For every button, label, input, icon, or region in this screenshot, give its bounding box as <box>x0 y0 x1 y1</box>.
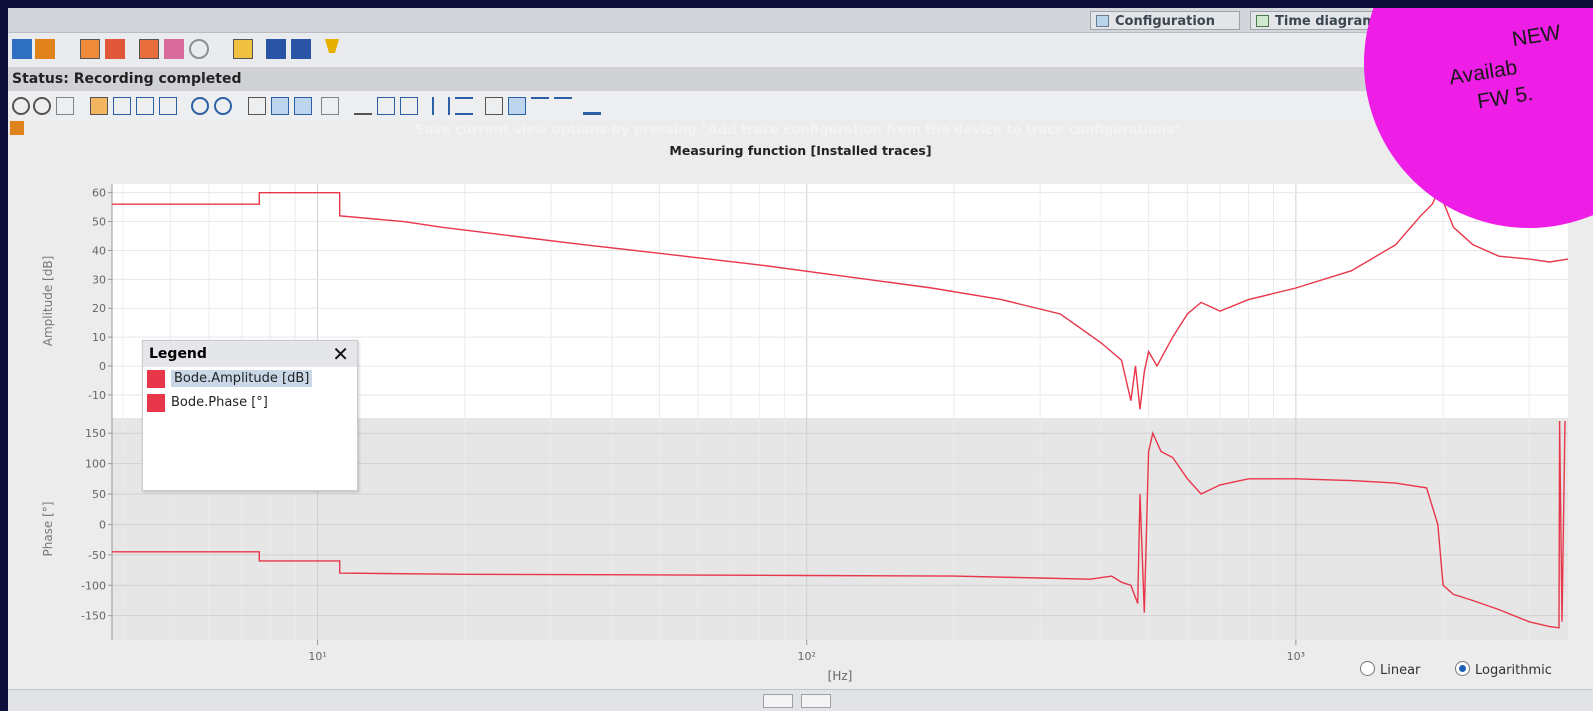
linear-label: Linear <box>1380 663 1421 678</box>
x-axis-label: [Hz] <box>828 669 853 683</box>
view-tab-bar: Configuration Time diagram <box>8 8 1593 33</box>
forward-icon[interactable] <box>33 97 51 115</box>
align-left-icon[interactable] <box>531 97 549 115</box>
export-icon[interactable] <box>266 39 286 59</box>
horizontal-cursor-icon[interactable] <box>455 97 473 115</box>
logarithmic-label: Logarithmic <box>1475 663 1552 678</box>
linear-display-icon[interactable] <box>400 97 418 115</box>
legend-title: Legend <box>149 346 207 362</box>
zoom-x-icon[interactable] <box>136 97 154 115</box>
x-tick-label: 10² <box>798 650 816 663</box>
measurement-cursor-icon[interactable] <box>321 97 339 115</box>
add-trace-from-device-icon[interactable] <box>10 121 24 135</box>
zoom-100-icon[interactable] <box>248 97 266 115</box>
tab-configuration-label: Configuration <box>1115 14 1215 29</box>
deactivate-recording-icon[interactable] <box>105 39 125 59</box>
legend-close-icon[interactable]: ✕ <box>332 342 349 366</box>
legend-swatch <box>147 394 165 412</box>
y-tick-label: 150 <box>85 427 106 440</box>
step-display-icon[interactable] <box>377 97 395 115</box>
configuration-icon <box>1096 15 1109 27</box>
zoom-out-icon[interactable] <box>214 97 232 115</box>
legend-item-phase[interactable]: Bode.Phase [°] <box>143 391 357 415</box>
legend-header: Legend ✕ <box>143 341 357 367</box>
trace-window: Configuration Time diagram Status: Recor… <box>8 8 1593 711</box>
y-tick-label: -10 <box>88 389 106 402</box>
legend-swatch <box>147 370 165 388</box>
signal-offset-icon[interactable] <box>354 97 372 115</box>
save-view-icon[interactable] <box>583 97 601 115</box>
y-tick-label: 20 <box>92 302 106 315</box>
zoom-y-100-icon[interactable] <box>271 97 289 115</box>
y-tick-label: 100 <box>85 458 106 471</box>
diagram-toolbar <box>8 92 1593 120</box>
badge-line-3: FW 5. <box>1475 81 1535 114</box>
badge-line-1: NEW <box>1510 20 1563 52</box>
linear-scale-radio[interactable]: Linear <box>1360 661 1420 678</box>
chart-split-icon[interactable] <box>485 97 503 115</box>
time-diagram-icon <box>1256 15 1269 27</box>
y-tick-label: 50 <box>92 488 106 501</box>
expand-up-icon[interactable] <box>763 694 793 708</box>
x-tick-label: 10¹ <box>308 650 326 663</box>
legend-item-amplitude[interactable]: Bode.Amplitude [dB] <box>143 367 357 391</box>
align-right-icon[interactable] <box>554 97 572 115</box>
hint-text: Save current view options by pressing "A… <box>415 123 1186 138</box>
y-tick-label: 0 <box>99 518 106 531</box>
y-tick-label: 40 <box>92 244 106 257</box>
legend-item-label: Bode.Amplitude [dB] <box>171 370 313 387</box>
collapse-down-icon[interactable] <box>801 694 831 708</box>
legend-toggle-icon[interactable] <box>508 97 526 115</box>
x-tick-label: 10³ <box>1287 650 1305 663</box>
hand-cursor-icon[interactable] <box>56 97 74 115</box>
zoom-box-icon[interactable] <box>113 97 131 115</box>
y-tick-label: -50 <box>88 549 106 562</box>
bottom-bar <box>8 689 1593 711</box>
pan-icon[interactable] <box>90 97 108 115</box>
y-axis-label: Phase [°] <box>41 501 55 556</box>
tab-time-diagram-label: Time diagram <box>1275 14 1376 29</box>
zoom-y-icon[interactable] <box>159 97 177 115</box>
main-toolbar <box>8 33 1593 65</box>
activate-recording-icon[interactable] <box>80 39 100 59</box>
y-tick-label: 60 <box>92 187 106 200</box>
import-icon[interactable] <box>291 39 311 59</box>
zoom-x-100-icon[interactable] <box>294 97 312 115</box>
repeat-icon[interactable] <box>189 39 209 59</box>
y-axis-label: Amplitude [dB] <box>41 256 55 347</box>
y-tick-label: -100 <box>81 579 106 592</box>
recording-status: Status: Recording completed <box>8 67 1593 91</box>
radio-circle <box>1360 661 1375 676</box>
back-icon[interactable] <box>12 97 30 115</box>
logarithmic-scale-radio[interactable]: Logarithmic <box>1455 661 1552 678</box>
y-tick-label: 30 <box>92 273 106 286</box>
filter-icon[interactable] <box>325 39 339 59</box>
transfer-to-device-icon[interactable] <box>12 39 32 59</box>
y-tick-label: 0 <box>99 360 106 373</box>
tab-configuration[interactable]: Configuration <box>1090 11 1240 30</box>
radio-circle <box>1455 661 1470 676</box>
add-trace-config-icon[interactable] <box>233 39 253 59</box>
legend-panel[interactable]: Legend ✕ Bode.Amplitude [dB] Bode.Phase … <box>142 340 358 491</box>
series-line <box>112 420 1566 629</box>
zoom-in-icon[interactable] <box>191 97 209 115</box>
vertical-cursor-icon[interactable] <box>432 97 450 115</box>
measuring-function-title: Measuring function [Installed traces] <box>669 143 932 158</box>
y-tick-label: -150 <box>81 610 106 623</box>
start-measurement-icon[interactable] <box>139 39 159 59</box>
legend-item-label: Bode.Phase [°] <box>171 395 268 410</box>
y-tick-label: 10 <box>92 331 106 344</box>
y-tick-label: 50 <box>92 216 106 229</box>
delete-measurement-icon[interactable] <box>164 39 184 59</box>
load-from-device-icon[interactable] <box>35 39 55 59</box>
